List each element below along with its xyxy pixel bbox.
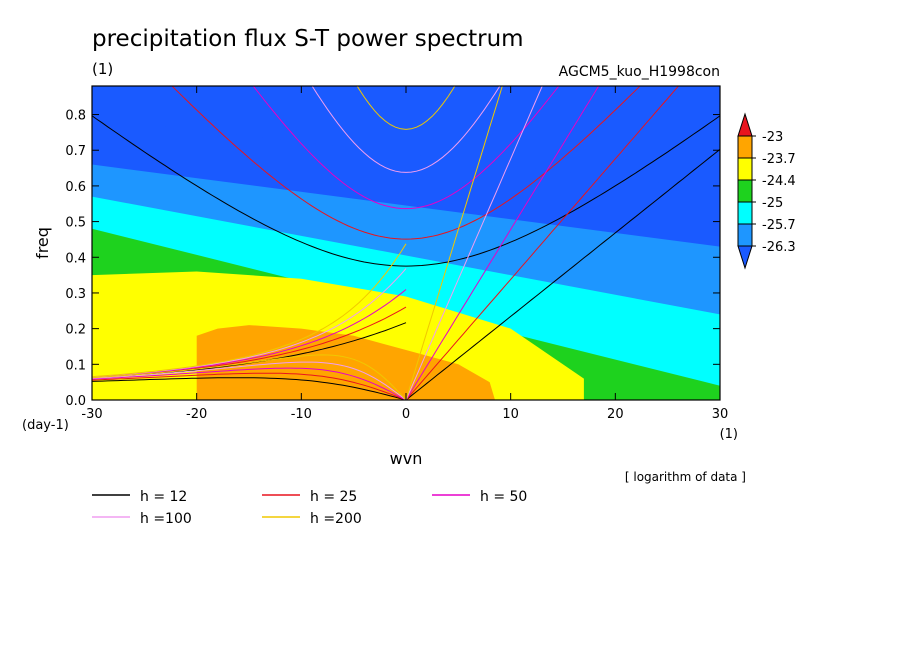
x-tick-label-3: 0 xyxy=(402,407,410,422)
legend-label-3: h =100 xyxy=(140,511,192,527)
colorbar-segment-3 xyxy=(737,179,753,203)
colorbar-label-4: -25.7 xyxy=(762,218,796,233)
colorbar-label-2: -24.4 xyxy=(762,174,796,189)
y-tick-label-7: 0.7 xyxy=(65,144,86,159)
x-tick-label-1: -20 xyxy=(186,407,207,422)
y-tick-label-4: 0.4 xyxy=(65,251,86,266)
colorbar-label-1: -23.7 xyxy=(762,152,796,167)
curve-kelvin-3 xyxy=(405,86,543,400)
y-tick-label-3: 0.3 xyxy=(65,287,86,302)
data-note: [ logarithm of data ] xyxy=(625,470,746,484)
curve-kelvin-0 xyxy=(405,148,720,400)
curve-legend: h = 12 h = 25 h = 50 h =100 h =200 xyxy=(92,489,527,527)
chart-title: precipitation flux S-T power spectrum xyxy=(92,26,524,52)
y-axis-label: freq xyxy=(33,227,52,259)
colorbar: -23 -23.7 -24.4 -25 -25.7 -26.3 xyxy=(737,112,796,270)
colorbar-top-arrow xyxy=(737,112,753,137)
chart-subtitle-left: (1) xyxy=(92,60,113,78)
curve-mrg-4 xyxy=(92,243,407,378)
legend-label-0: h = 12 xyxy=(140,489,187,505)
legend-label-4: h =200 xyxy=(310,511,362,527)
dispersion-curves xyxy=(92,86,720,400)
contour-band-corner xyxy=(92,383,124,400)
x-tick-label-4: 10 xyxy=(502,407,519,422)
colorbar-label-0: -23 xyxy=(762,130,783,145)
curve-er-0 xyxy=(92,377,407,400)
colorbar-segment-2 xyxy=(737,157,753,181)
x-tick-label-2: -10 xyxy=(291,407,312,422)
curve-er-4 xyxy=(92,354,407,400)
y-tick-label-8: 0.8 xyxy=(65,109,86,124)
colorbar-segment-1 xyxy=(737,135,753,159)
y-unit-label: (day-1) xyxy=(22,418,69,433)
legend-label-1: h = 25 xyxy=(310,489,357,505)
curve-er-3 xyxy=(92,361,407,400)
colorbar-bottom-arrow xyxy=(737,245,753,270)
x-tick-label-0: -30 xyxy=(81,407,102,422)
curve-ig-3 xyxy=(311,86,501,173)
colorbar-label-3: -25 xyxy=(762,196,783,211)
y-tick-label-5: 0.5 xyxy=(65,216,86,231)
plot-area xyxy=(92,86,720,400)
y-tick-label-2: 0.2 xyxy=(65,323,86,338)
axes: -30 -20 -10 0 10 20 30 0.0 0.1 0.2 0.3 0.4 0.5 0.6 0.7… xyxy=(65,86,728,422)
colorbar-label-5: -26.3 xyxy=(762,240,796,255)
colorbar-segment-4 xyxy=(737,201,753,225)
chart-subtitle-right: AGCM5_kuo_H1998con xyxy=(559,64,720,80)
curve-kelvin-1 xyxy=(405,86,680,400)
legend-label-2: h = 50 xyxy=(480,489,527,505)
contour-bands xyxy=(92,118,720,400)
x-tick-label-5: 20 xyxy=(607,407,624,422)
x-axis-label: wvn xyxy=(390,449,423,468)
x-unit-label: (1) xyxy=(720,427,738,442)
x-tick-label-6: 30 xyxy=(712,407,729,422)
curve-kelvin-2 xyxy=(405,86,600,400)
curve-kelvin-4 xyxy=(405,86,503,400)
curve-ig-4 xyxy=(356,86,456,130)
curve-ig-0 xyxy=(92,115,720,267)
curve-ig-2 xyxy=(252,86,560,210)
curve-er-1 xyxy=(92,372,407,400)
curve-ig-1 xyxy=(171,86,641,240)
y-tick-label-0: 0.0 xyxy=(65,394,86,409)
colorbar-segment-5 xyxy=(737,223,753,247)
curve-er-2 xyxy=(92,367,407,400)
y-tick-label-6: 0.6 xyxy=(65,180,86,195)
contour-band-5 xyxy=(196,325,495,400)
y-tick-label-1: 0.1 xyxy=(65,358,86,373)
